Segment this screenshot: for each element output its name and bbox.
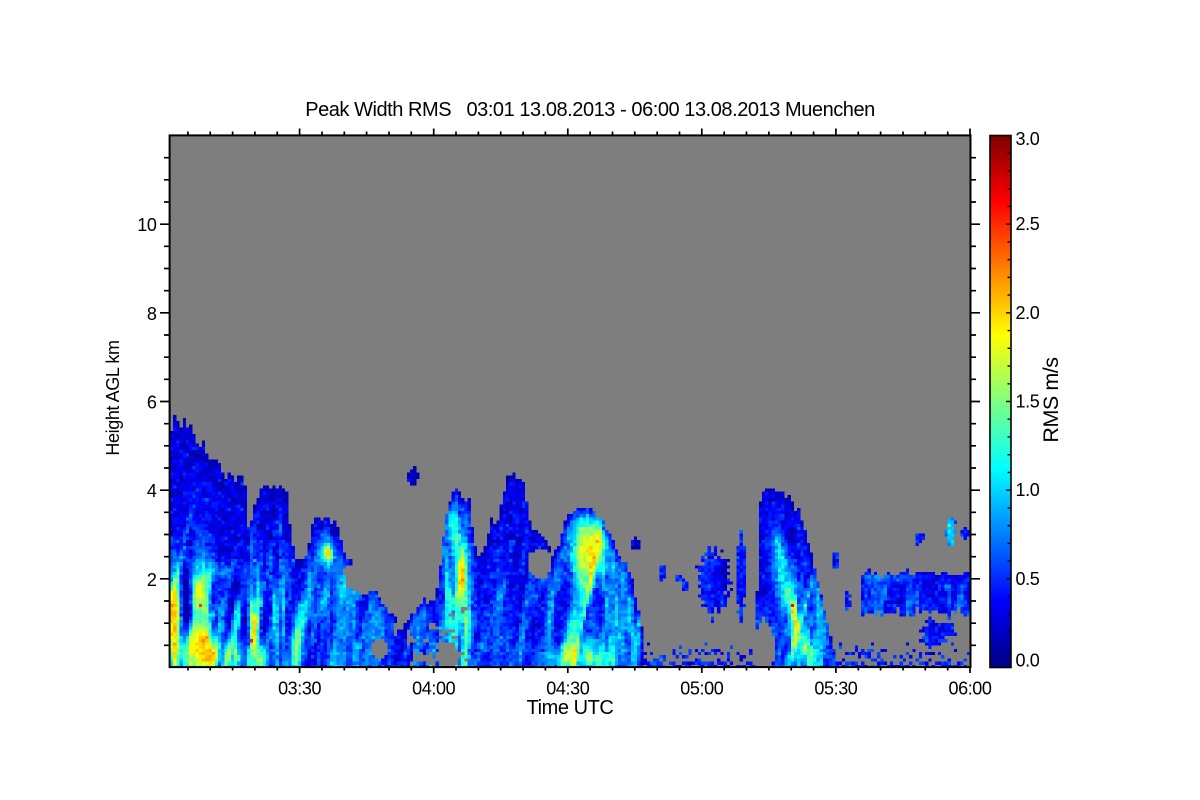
svg-text:04:00: 04:00	[412, 679, 455, 699]
svg-text:03:30: 03:30	[278, 679, 321, 699]
svg-text:05:00: 05:00	[680, 679, 723, 699]
svg-text:1.0: 1.0	[1016, 480, 1040, 500]
svg-text:06:00: 06:00	[948, 679, 991, 699]
svg-text:Peak Width RMS 03:01 13.08.2: Peak Width RMS 03:01 13.08.2013 - 06:00 …	[305, 99, 875, 121]
svg-text:04:30: 04:30	[546, 679, 589, 699]
svg-text:2: 2	[147, 570, 157, 590]
svg-text:RMS m/s: RMS m/s	[1039, 357, 1063, 442]
svg-text:2.5: 2.5	[1016, 214, 1040, 234]
svg-text:0.5: 0.5	[1016, 569, 1040, 589]
svg-text:10: 10	[137, 215, 157, 235]
svg-text:3.0: 3.0	[1016, 129, 1040, 149]
svg-text:2.0: 2.0	[1016, 303, 1040, 323]
svg-text:1.5: 1.5	[1016, 392, 1040, 412]
svg-text:Time UTC: Time UTC	[527, 697, 614, 719]
svg-text:05:30: 05:30	[814, 679, 857, 699]
svg-text:4: 4	[147, 481, 157, 501]
svg-text:0.0: 0.0	[1016, 651, 1040, 671]
svg-text:Height AGL km: Height AGL km	[103, 340, 123, 455]
svg-text:6: 6	[147, 393, 157, 413]
svg-text:8: 8	[147, 304, 157, 324]
